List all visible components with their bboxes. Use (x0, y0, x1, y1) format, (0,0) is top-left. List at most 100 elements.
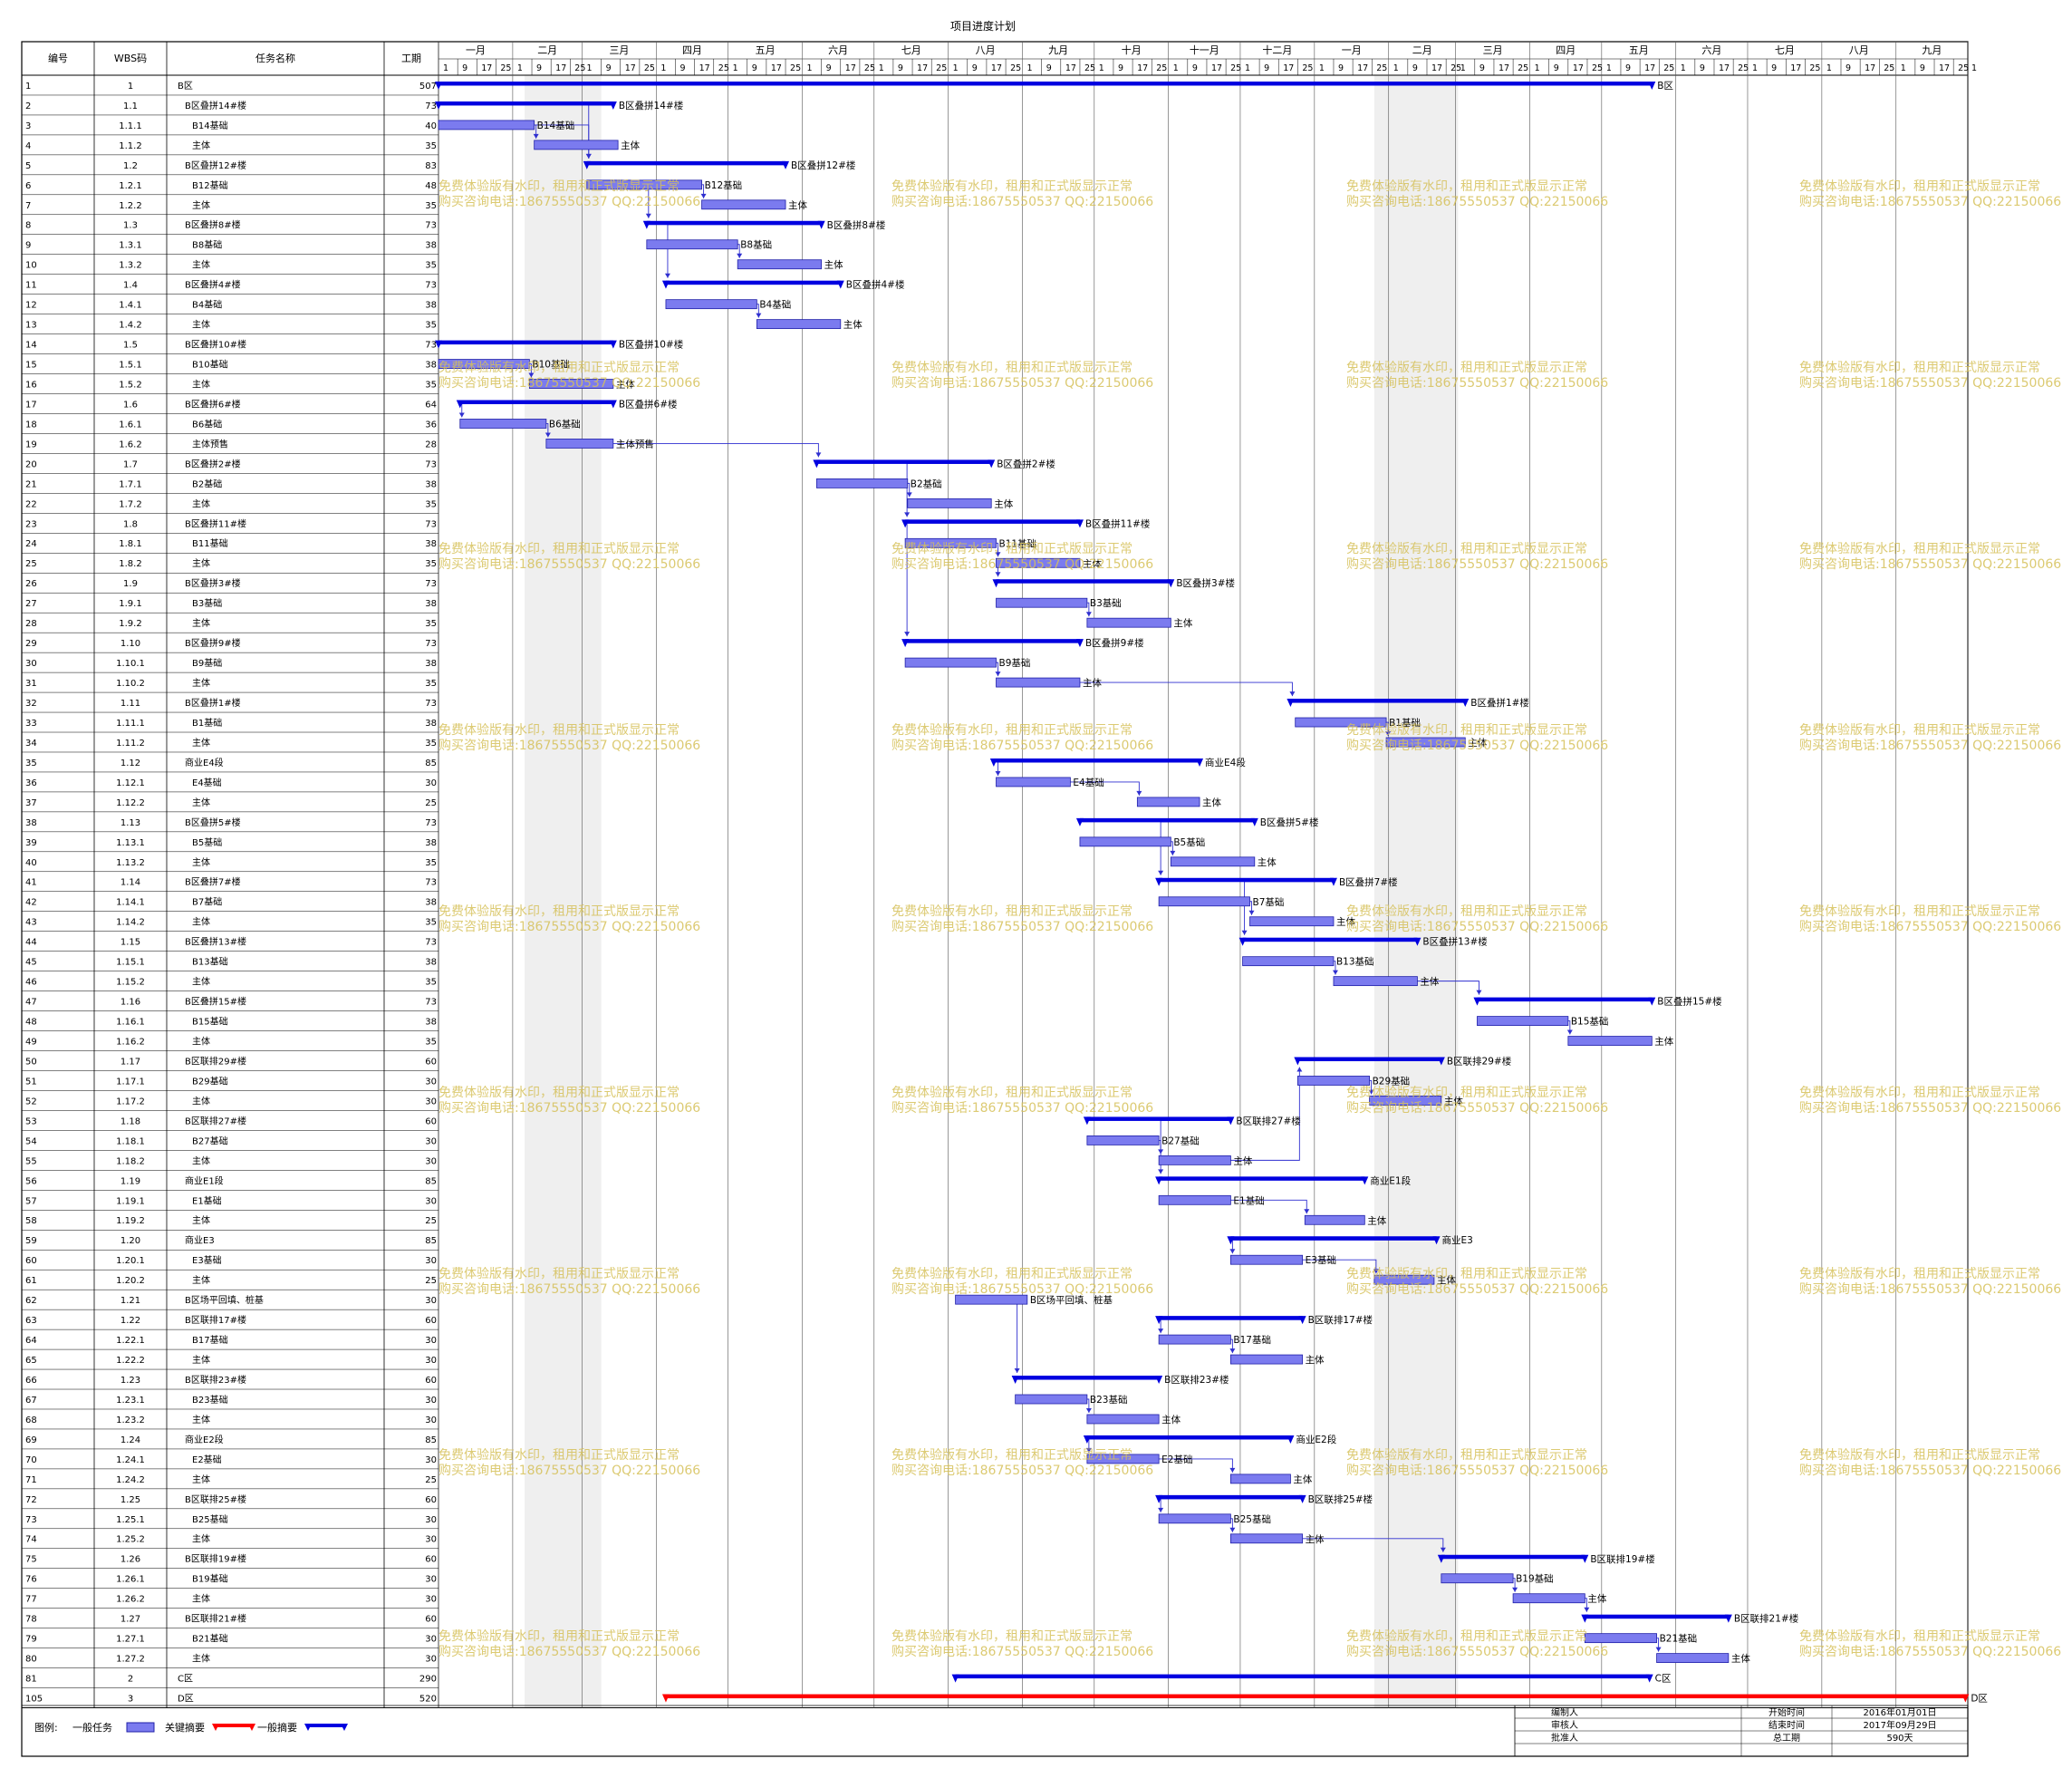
dependency-arrow (1373, 1269, 1379, 1274)
task-duration: 30 (425, 1156, 437, 1166)
watermark-line2: 购买咨询电话:18675550537 QQ:22150066 (1346, 1645, 1608, 1659)
task-duration: 60 (425, 1555, 437, 1565)
task-duration: 35 (425, 918, 437, 928)
watermark-line2: 购买咨询电话:18675550537 QQ:22150066 (1799, 1645, 2061, 1659)
task-id: 81 (25, 1675, 37, 1685)
dependency-arrow (1566, 1029, 1573, 1035)
task-id: 16 (25, 380, 37, 390)
day-tick-label: 9 (1192, 63, 1198, 73)
task-bar (1249, 916, 1335, 927)
task-name: B15基础 (192, 1016, 228, 1028)
task-name: B21基础 (192, 1633, 228, 1645)
task-bar-label: B区联排21#楼 (1734, 1613, 1799, 1625)
task-id: 26 (25, 579, 37, 589)
task-bar (701, 199, 786, 210)
task-id: 24 (25, 539, 37, 549)
dependency-arrow (1368, 1089, 1374, 1095)
summary-bar-start-cap (1287, 699, 1295, 708)
task-wbs: 1.10.2 (116, 679, 145, 689)
task-id: 61 (25, 1276, 37, 1286)
watermark-line2: 购买咨询电话:18675550537 QQ:22150066 (891, 557, 1153, 572)
task-bar-label: 主体 (1654, 1037, 1674, 1048)
summary-bar (1079, 817, 1255, 823)
task-name: D区 (178, 1694, 194, 1705)
task-name: E4基础 (192, 777, 222, 788)
task-bar (1385, 737, 1466, 748)
dependency-arrow (458, 412, 465, 418)
task-bar (1158, 1194, 1231, 1205)
month-label: 六月 (1701, 44, 1721, 56)
task-bar (1333, 976, 1418, 987)
summary-bar (438, 340, 613, 345)
task-bar-label: B3基础 (1090, 597, 1122, 609)
summary-bar-start-cap (1083, 1435, 1091, 1444)
summary-bar (1159, 1316, 1303, 1320)
watermark-line1: 免费体验版有水印，租用和正式版显示正常 (891, 723, 1132, 738)
summary-bar (905, 639, 1080, 643)
task-bar-label: 主体 (1468, 738, 1488, 749)
summary-bar (993, 758, 1200, 763)
dependency-arrow (1655, 1647, 1662, 1652)
summary-bar (438, 101, 613, 106)
day-tick-label: 1 (1173, 63, 1179, 73)
task-id: 53 (25, 1116, 37, 1126)
task-bar (1158, 1155, 1231, 1165)
task-bar-label: B7基础 (1253, 896, 1285, 908)
task-duration: 35 (425, 619, 437, 629)
summary-bar-end-cap (988, 459, 996, 469)
task-duration: 30 (425, 1077, 437, 1087)
task-duration: 25 (425, 1276, 437, 1286)
summary-bar-start-cap (642, 220, 651, 229)
dependency-arrow (904, 632, 911, 637)
summary-bar-start-cap (583, 160, 591, 169)
day-tick-label: 25 (1518, 63, 1528, 73)
watermark-line1: 免费体验版有水印，租用和正式版显示正常 (1346, 179, 1587, 194)
dependency-arrow (1158, 1169, 1164, 1174)
watermark-line1: 免费体验版有水印，租用和正式版显示正常 (1799, 179, 2040, 194)
task-name: B4基础 (192, 299, 222, 311)
task-wbs: 1.19 (120, 1176, 140, 1186)
task-bar-label: 主体 (1437, 1275, 1457, 1286)
watermark-line1: 免费体验版有水印，租用和正式版显示正常 (1346, 1267, 1587, 1281)
task-id: 32 (25, 699, 37, 709)
task-duration: 40 (425, 121, 437, 131)
task-duration: 73 (425, 878, 437, 888)
info-field-value: 590天 (1886, 1734, 1913, 1744)
watermark-line2: 购买咨询电话:18675550537 QQ:22150066 (438, 557, 700, 572)
task-bar (545, 439, 614, 449)
task-bar-label: 商业E1段 (1370, 1174, 1411, 1186)
summary-bar (1297, 1057, 1441, 1062)
task-bar (438, 359, 530, 369)
task-wbs: 1.9.1 (119, 599, 141, 609)
task-name: B9基础 (192, 657, 222, 669)
watermark-line1: 免费体验版有水印，租用和正式版显示正常 (1346, 1448, 1587, 1463)
info-person-label: 批准人 (1551, 1732, 1578, 1744)
dependency-arrow (1158, 1329, 1164, 1334)
dependency-link (1079, 681, 1293, 697)
task-wbs: 1.16.2 (116, 1037, 145, 1047)
summary-bar-end-cap (1196, 758, 1204, 767)
task-duration: 30 (425, 1097, 437, 1106)
summary-bar (459, 400, 613, 405)
watermark-line1: 免费体验版有水印，租用和正式版显示正常 (891, 1448, 1132, 1463)
task-bar-label: 主体 (1233, 1155, 1253, 1166)
summary-bar-start-cap (1581, 1614, 1589, 1623)
task-wbs: 1.20 (120, 1236, 140, 1246)
day-tick-label: 1 (1535, 63, 1540, 73)
day-tick-label: 1 (1027, 63, 1033, 73)
watermark-line1: 免费体验版有水印，租用和正式版显示正常 (438, 723, 679, 738)
task-wbs: 1.11.1 (116, 719, 145, 729)
day-tick-label: 17 (1499, 63, 1509, 73)
task-duration: 35 (425, 321, 437, 331)
dependency-link (1160, 1319, 1303, 1334)
task-id: 45 (25, 958, 37, 968)
task-wbs: 1.8 (123, 519, 138, 529)
summary-bar-end-cap (1329, 877, 1337, 886)
watermark-line1: 免费体验版有水印，租用和正式版显示正常 (1799, 1448, 2040, 1463)
task-bar-label: B区 (1657, 81, 1673, 92)
watermark-line1: 免费体验版有水印，租用和正式版显示正常 (891, 542, 1132, 556)
task-duration: 73 (425, 519, 437, 529)
col-header-id: 编号 (48, 52, 68, 64)
month-label: 十二月 (1262, 43, 1292, 56)
